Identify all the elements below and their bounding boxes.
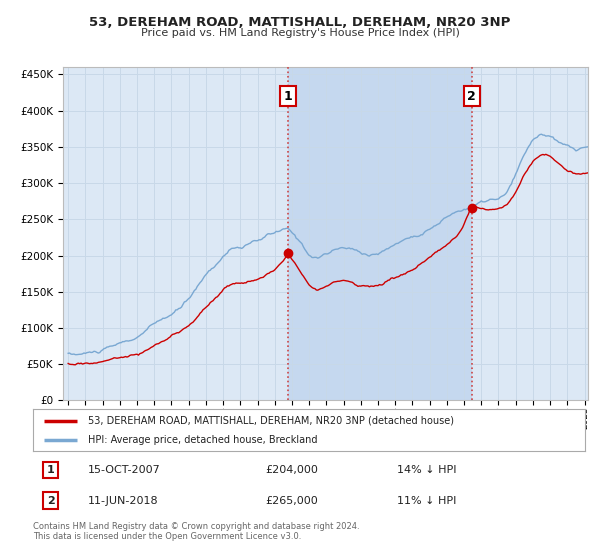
Text: £204,000: £204,000	[265, 465, 318, 475]
Text: 2: 2	[47, 496, 55, 506]
Text: HPI: Average price, detached house, Breckland: HPI: Average price, detached house, Brec…	[88, 435, 318, 445]
Bar	[289, 67, 472, 400]
Text: 15-OCT-2007: 15-OCT-2007	[88, 465, 161, 475]
Text: £265,000: £265,000	[265, 496, 317, 506]
Text: 11% ↓ HPI: 11% ↓ HPI	[397, 496, 457, 506]
Text: 53, DEREHAM ROAD, MATTISHALL, DEREHAM, NR20 3NP (detached house): 53, DEREHAM ROAD, MATTISHALL, DEREHAM, N…	[88, 416, 454, 426]
Text: 1: 1	[47, 465, 55, 475]
Text: Price paid vs. HM Land Registry's House Price Index (HPI): Price paid vs. HM Land Registry's House …	[140, 28, 460, 38]
Text: Contains HM Land Registry data © Crown copyright and database right 2024.
This d: Contains HM Land Registry data © Crown c…	[33, 522, 359, 542]
Text: 1: 1	[284, 90, 293, 102]
Text: 2: 2	[467, 90, 476, 102]
Text: 14% ↓ HPI: 14% ↓ HPI	[397, 465, 457, 475]
Text: 53, DEREHAM ROAD, MATTISHALL, DEREHAM, NR20 3NP: 53, DEREHAM ROAD, MATTISHALL, DEREHAM, N…	[89, 16, 511, 29]
Text: 11-JUN-2018: 11-JUN-2018	[88, 496, 159, 506]
